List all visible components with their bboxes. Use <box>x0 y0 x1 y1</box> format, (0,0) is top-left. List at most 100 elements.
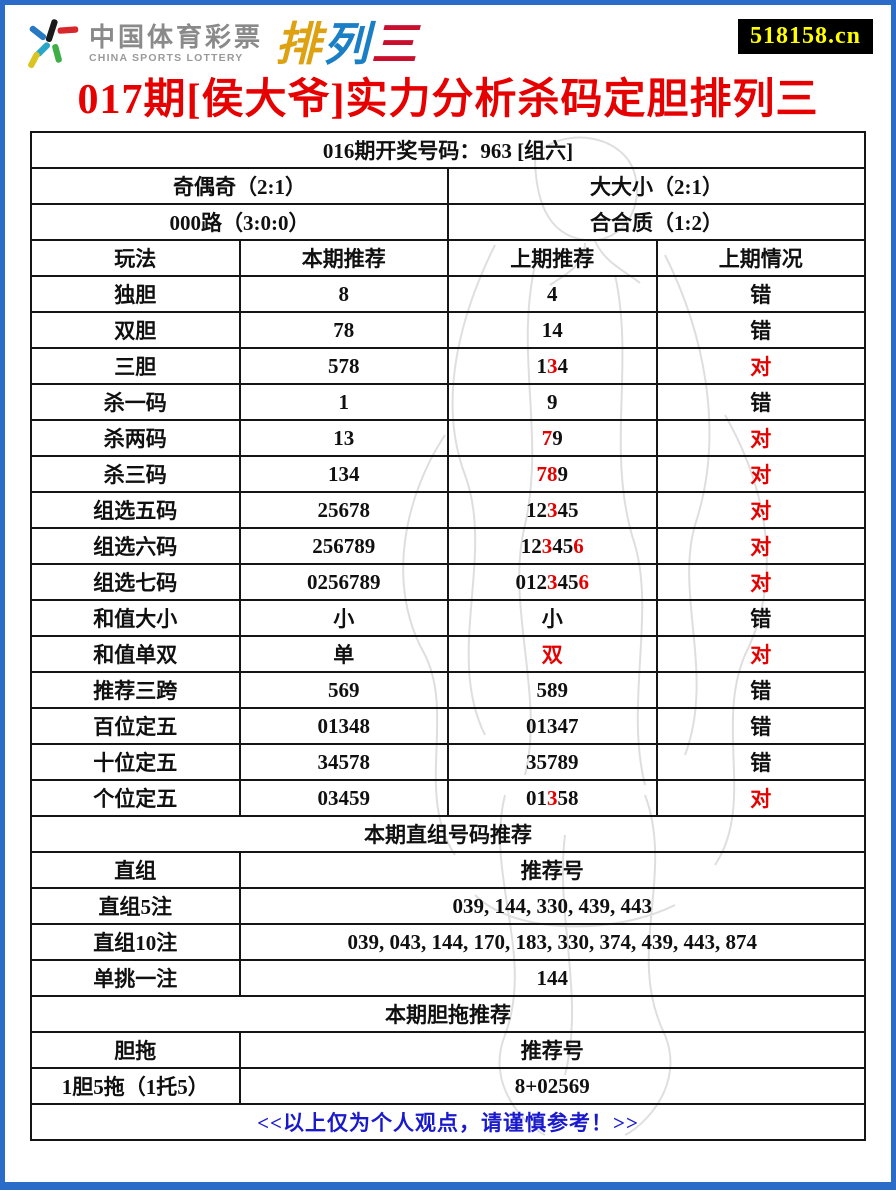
col-header-current: 本期推荐 <box>238 239 449 278</box>
direct-label: 直组10注 <box>30 923 241 962</box>
direct-value: 039, 144, 330, 439, 443 <box>238 887 866 926</box>
prev-cell: 9 <box>447 383 658 422</box>
table-row: 和值大小 小 小 错 <box>30 599 866 638</box>
current-cell: 25678 <box>238 491 449 530</box>
prev-cell: 12345 <box>447 491 658 530</box>
play-cell: 独胆 <box>30 275 241 314</box>
play-cell: 和值大小 <box>30 599 241 638</box>
play-cell: 个位定五 <box>30 779 241 818</box>
play-cell: 三胆 <box>30 347 241 386</box>
result-cell: 错 <box>655 743 866 782</box>
current-cell: 578 <box>238 347 449 386</box>
dantuo-section-title: 本期胆拖推荐 <box>30 995 866 1034</box>
col-header-result: 上期情况 <box>655 239 866 278</box>
table-row: 和值单双 单 双 对 <box>30 635 866 674</box>
prev-cell: 0123456 <box>447 563 658 602</box>
site-badge[interactable]: 518158.cn <box>738 19 873 54</box>
result-cell: 对 <box>655 779 866 818</box>
table-row: 单挑一注 144 <box>30 959 866 998</box>
current-cell: 34578 <box>238 743 449 782</box>
table-row: 直组5注 039, 144, 330, 439, 443 <box>30 887 866 926</box>
prev-cell: 589 <box>447 671 658 710</box>
result-cell: 错 <box>655 599 866 638</box>
table-row: 组选五码 25678 12345 对 <box>30 491 866 530</box>
result-cell: 对 <box>655 563 866 602</box>
col-header-play: 玩法 <box>30 239 241 278</box>
prime-pattern: 合合质（1:2） <box>447 203 866 242</box>
section-header-row: 本期胆拖推荐 <box>30 995 866 1034</box>
lottery-sticks-icon <box>28 19 79 69</box>
table-row: 杀一码 1 9 错 <box>30 383 866 422</box>
result-cell: 对 <box>655 527 866 566</box>
result-cell: 对 <box>655 455 866 494</box>
analysis-table-wrap: 016期开奖号码：963 [组六] 奇偶奇（2:1） 大大小（2:1） 000路… <box>5 131 891 1142</box>
table-row: 1胆5拖（1托5） 8+02569 <box>30 1067 866 1106</box>
prev-cell: 134 <box>447 347 658 386</box>
table-row: 杀两码 13 79 对 <box>30 419 866 458</box>
prev-cell: 789 <box>447 455 658 494</box>
page-title: 017期[侯大爷]实力分析杀码定胆排列三 <box>77 77 819 123</box>
prev-cell: 小 <box>447 599 658 638</box>
current-cell: 134 <box>238 455 449 494</box>
play-cell: 双胆 <box>30 311 241 350</box>
current-cell: 0256789 <box>238 563 449 602</box>
table-row: 三胆 578 134 对 <box>30 347 866 386</box>
section-subheader-row: 直组 推荐号 <box>30 851 866 890</box>
result-cell: 错 <box>655 383 866 422</box>
table-row: 组选七码 0256789 0123456 对 <box>30 563 866 602</box>
prev-cell: 4 <box>447 275 658 314</box>
direct-label: 直组5注 <box>30 887 241 926</box>
table-row: 双胆 78 14 错 <box>30 311 866 350</box>
table-row: 个位定五 03459 01358 对 <box>30 779 866 818</box>
current-cell: 03459 <box>238 779 449 818</box>
result-cell: 错 <box>655 671 866 710</box>
summary-row: 000路（3:0:0） 合合质（1:2） <box>30 203 866 242</box>
play-cell: 和值单双 <box>30 635 241 674</box>
dantuo-label-header: 胆拖 <box>30 1031 241 1070</box>
play-cell: 百位定五 <box>30 707 241 746</box>
table-row: 组选六码 256789 123456 对 <box>30 527 866 566</box>
prev-cell: 79 <box>447 419 658 458</box>
table-row: 推荐三跨 569 589 错 <box>30 671 866 710</box>
pailie3-wordmark: 排列三 <box>275 18 420 70</box>
prev-cell: 01347 <box>447 707 658 746</box>
current-cell: 01348 <box>238 707 449 746</box>
result-cell: 对 <box>655 491 866 530</box>
sports-lottery-logo: 中国体育彩票 CHINA SPORTS LOTTERY 排列三 <box>27 17 873 71</box>
play-cell: 杀两码 <box>30 419 241 458</box>
prev-cell: 35789 <box>447 743 658 782</box>
play-cell: 组选七码 <box>30 563 241 602</box>
direct-value: 039, 043, 144, 170, 183, 330, 374, 439, … <box>238 923 866 962</box>
current-cell: 569 <box>238 671 449 710</box>
header: 中国体育彩票 CHINA SPORTS LOTTERY 排列三 518158.c… <box>27 17 873 73</box>
result-cell: 错 <box>655 707 866 746</box>
dantuo-value-header: 推荐号 <box>238 1031 866 1070</box>
result-cell: 对 <box>655 635 866 674</box>
play-cell: 组选六码 <box>30 527 241 566</box>
direct-section-title: 本期直组号码推荐 <box>30 815 866 854</box>
play-cell: 十位定五 <box>30 743 241 782</box>
prev-cell: 01358 <box>447 779 658 818</box>
direct-value-header: 推荐号 <box>238 851 866 890</box>
summary-row: 奇偶奇（2:1） 大大小（2:1） <box>30 167 866 206</box>
current-cell: 小 <box>238 599 449 638</box>
direct-label-header: 直组 <box>30 851 241 890</box>
prev-cell: 双 <box>447 635 658 674</box>
result-cell: 对 <box>655 347 866 386</box>
current-cell: 256789 <box>238 527 449 566</box>
current-cell: 13 <box>238 419 449 458</box>
table-row: 独胆 8 4 错 <box>30 275 866 314</box>
table-row: 直组10注 039, 043, 144, 170, 183, 330, 374,… <box>30 923 866 962</box>
result-cell: 错 <box>655 311 866 350</box>
draw-info: 016期开奖号码：963 [组六] <box>30 131 866 170</box>
result-cell: 对 <box>655 419 866 458</box>
current-cell: 单 <box>238 635 449 674</box>
column-header-row: 玩法 本期推荐 上期推荐 上期情况 <box>30 239 866 278</box>
prev-cell: 123456 <box>447 527 658 566</box>
disclaimer-note: <<以上仅为个人观点，请谨慎参考！>> <box>30 1103 866 1142</box>
disclaimer-row: <<以上仅为个人观点，请谨慎参考！>> <box>30 1103 866 1142</box>
dantuo-value: 8+02569 <box>238 1067 866 1106</box>
table-row: 百位定五 01348 01347 错 <box>30 707 866 746</box>
current-cell: 78 <box>238 311 449 350</box>
